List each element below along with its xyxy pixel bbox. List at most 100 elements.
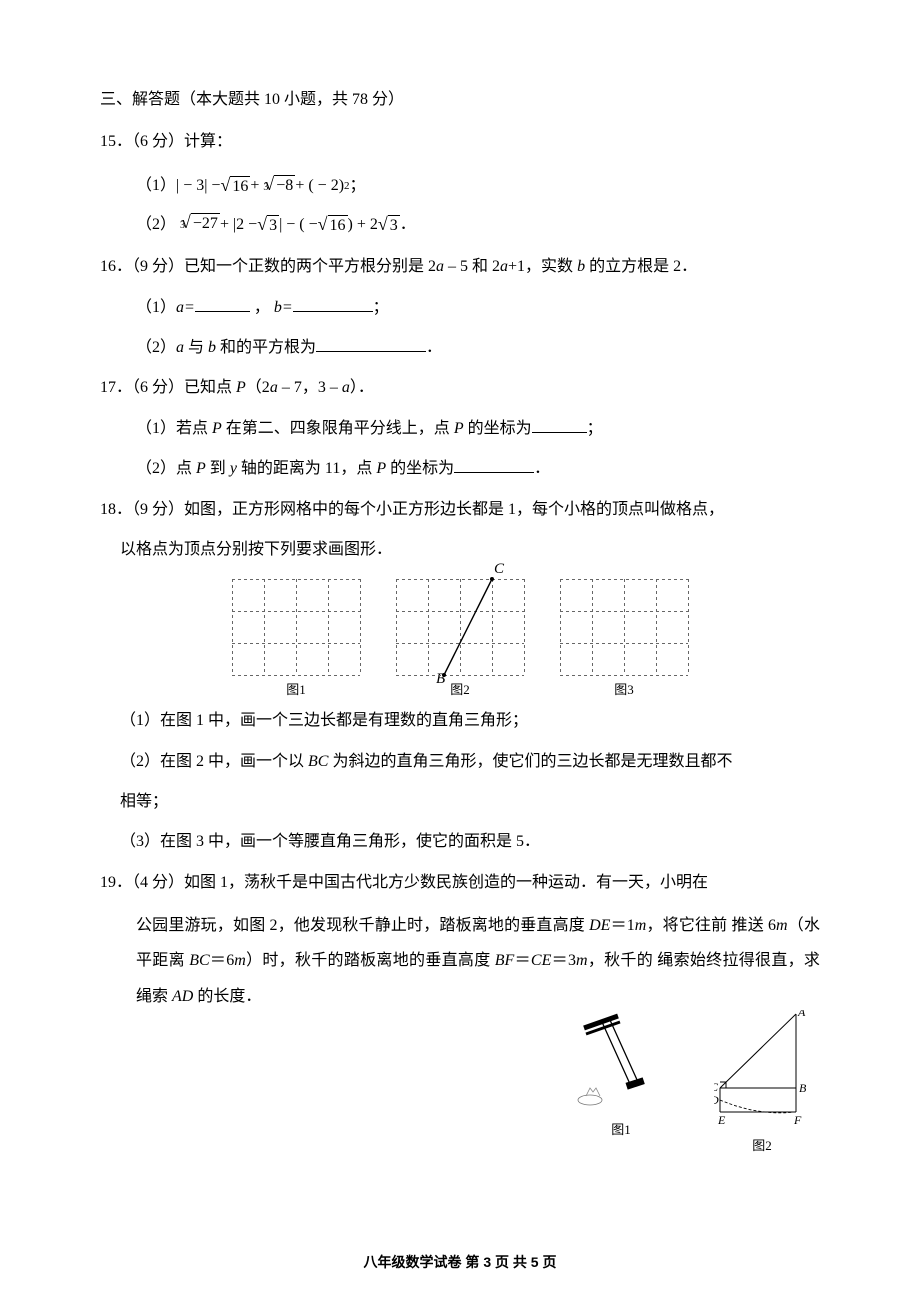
var-a: a (500, 258, 508, 275)
problem-16: 16．（9 分）已知一个正数的两个平方根分别是 2a – 5 和 2a+1，实数… (100, 252, 820, 282)
p18-sub2b: 相等； (100, 787, 820, 817)
svg-text:E: E (717, 1113, 726, 1126)
txt: ＝3 (551, 952, 576, 969)
txt: 17．（6 分）已知点 (100, 379, 236, 396)
txt: （2）点 (136, 460, 196, 477)
radicand: 16 (230, 176, 250, 196)
txt: （1）若点 (136, 420, 212, 437)
txt: ． (426, 339, 442, 356)
p18-grids: 图1 C B 图2 图3 (100, 579, 820, 698)
radicand: −8 (274, 175, 295, 195)
grid-2: C B (396, 579, 524, 675)
txt: ． (400, 206, 416, 244)
txt: +1，实数 (508, 258, 577, 275)
fig1-label: 图1 (576, 1119, 666, 1138)
txt: | − ( − (279, 206, 318, 244)
txt: （2 (246, 379, 270, 396)
answer-blank (316, 336, 426, 352)
p18-sub2: （2）在图 2 中，画一个以 BC 为斜边的直角三角形，使它们的三边长都是无理数… (100, 747, 820, 777)
txt: – 7，3 – (278, 379, 342, 396)
p19-body: 公园里游玩，如图 2，他发现秋千静止时，踏板离地的垂直高度 DE＝1m，将它往前… (100, 908, 820, 1014)
radicand: −27 (191, 213, 220, 233)
answer-blank (532, 417, 587, 433)
txt: 的立方根是 2． (585, 258, 697, 275)
txt: （2）在图 2 中，画一个以 (120, 753, 308, 770)
txt: 轴的距离为 11，点 (237, 460, 376, 477)
txt: ； (373, 299, 389, 316)
txt: （2） (136, 339, 176, 356)
p19-figures: 图1 ABCDEF 图2 (100, 1010, 820, 1154)
svg-text:D: D (714, 1093, 719, 1107)
txt: 的坐标为 (386, 460, 454, 477)
radicand: 3 (267, 215, 279, 235)
unit-m: m (576, 952, 588, 969)
txt: ＝1 (610, 917, 634, 934)
txt: + |2 − (220, 206, 257, 244)
p17-sub2: （2）点 P 到 y 轴的距离为 11，点 P 的坐标为． (100, 454, 820, 484)
radicand: 16 (328, 215, 348, 235)
fig1-wrap: 图1 (576, 1010, 666, 1154)
txt: （2） (136, 206, 176, 244)
var-BF: BF (495, 952, 515, 969)
var-a: a (270, 379, 278, 396)
radicand: 3 (388, 215, 400, 235)
grid2-wrap: C B 图2 (396, 579, 524, 698)
txt: ； (350, 167, 366, 205)
problem-18: 18．（9 分）如图，正方形网格中的每个小正方形边长都是 1，每个小格的顶点叫做… (100, 495, 820, 525)
var-b: b (577, 258, 585, 275)
txt: 页 (539, 1254, 557, 1270)
txt: ）． (350, 379, 374, 396)
answer-blank (195, 296, 250, 312)
txt: 公园里游玩，如图 2，他发现秋千静止时，踏板离地的垂直高度 (136, 917, 589, 934)
unit-m: m (776, 917, 788, 934)
var-a: a (436, 258, 444, 275)
svg-text:F: F (793, 1113, 802, 1126)
p15-num: 15．（6 分） (100, 133, 184, 150)
root-index: 3 (180, 214, 185, 238)
svg-text:A: A (797, 1010, 806, 1019)
page-num: 3 (483, 1254, 491, 1270)
section-header: 三、解答题（本大题共 10 小题，共 78 分） (100, 85, 820, 109)
grid-1 (232, 579, 360, 675)
cbrt-icon: 3√−27 (176, 213, 220, 237)
var-BC: BC (189, 952, 209, 969)
txt: 页 共 (491, 1254, 531, 1270)
var-a: a (176, 339, 184, 356)
p18-body: 以格点为顶点分别按下列要求画图形． (100, 535, 820, 565)
var-DE: DE (589, 917, 610, 934)
txt: 八年级数学试卷 第 (364, 1254, 484, 1270)
var-b: b (274, 299, 282, 316)
answer-blank (293, 296, 373, 312)
p17-sub1: （1）若点 P 在第二、四象限角平分线上，点 P 的坐标为； (100, 414, 820, 444)
p16-sub2: （2）a 与 b 和的平方根为． (100, 333, 820, 363)
var-P: P (236, 379, 246, 396)
var-a: a (176, 299, 184, 316)
eq: = (282, 299, 293, 316)
txt: ． (534, 460, 550, 477)
problem-19: 19．（4 分）如图 1，荡秋千是中国古代北方少数民族创造的一种运动．有一天，小… (100, 868, 820, 898)
fig2-label: 图2 (714, 1135, 810, 1154)
answer-blank (454, 457, 534, 473)
swing-icon (576, 1010, 666, 1110)
unit-m: m (234, 952, 246, 969)
grid1-label: 图1 (232, 679, 360, 698)
sqrt-icon: √16 (318, 215, 348, 235)
txt: 16．（9 分）已知一个正数的两个平方根分别是 2 (100, 258, 436, 275)
txt: ， (250, 299, 274, 316)
var-BC: BC (308, 753, 328, 770)
page-total: 5 (531, 1254, 539, 1270)
txt: ； (587, 420, 603, 437)
unit-m: m (635, 917, 647, 934)
var-P: P (196, 460, 206, 477)
cbrt-icon: 3√−8 (259, 175, 295, 199)
p16-sub1: （1）a= ， b=； (100, 293, 820, 323)
problem-17: 17．（6 分）已知点 P（2a – 7，3 – a）． (100, 373, 820, 403)
eq: = (184, 299, 195, 316)
txt: ＝ (514, 952, 531, 969)
var-P: P (376, 460, 386, 477)
problem-15: 15．（6 分）计算： (100, 127, 820, 157)
txt: 19．（4 分）如图 1，荡秋千是中国古代北方少数民族创造的一种运动．有一天，小… (100, 874, 708, 891)
txt: 与 (184, 339, 208, 356)
grid-3 (560, 579, 688, 675)
p18-sub3: （3）在图 3 中，画一个等腰直角三角形，使它的面积是 5． (100, 827, 820, 857)
